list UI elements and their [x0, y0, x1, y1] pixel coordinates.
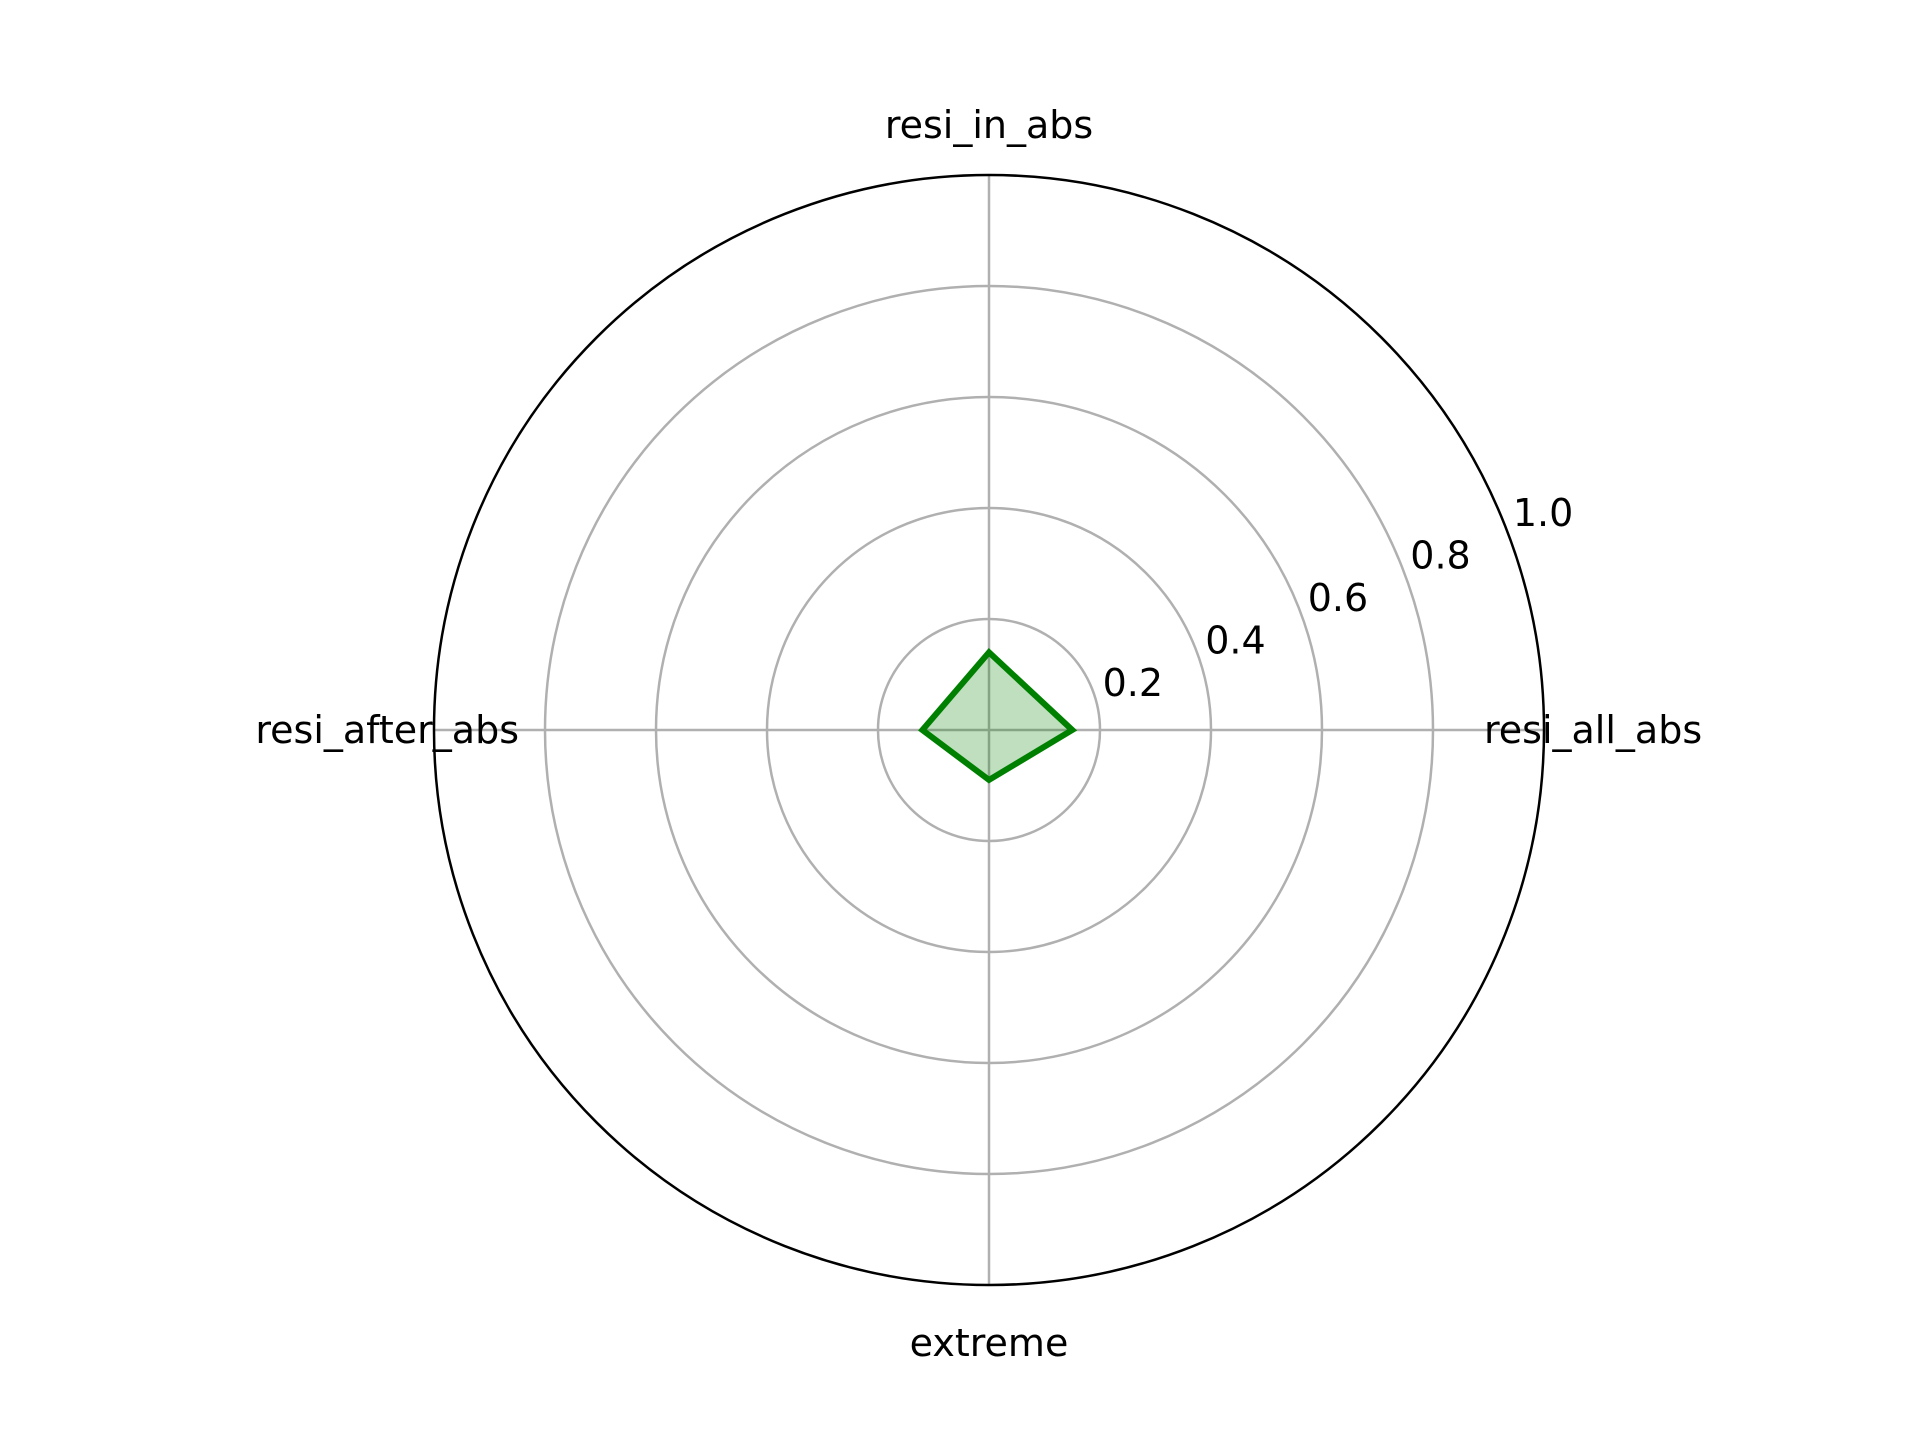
- category-label-resi_after_abs: resi_after_abs: [255, 708, 519, 752]
- category-label-extreme: extreme: [910, 1321, 1069, 1365]
- series-polygon-0: [922, 652, 1072, 780]
- data-layer: [922, 652, 1072, 780]
- radial-tick-label-1: 0.4: [1205, 618, 1265, 662]
- radial-tick-label-4: 1.0: [1513, 491, 1573, 535]
- radial-tick-label-0: 0.2: [1103, 661, 1163, 705]
- radial-tick-label-2: 0.6: [1308, 576, 1368, 620]
- category-label-resi_all_abs: resi_all_abs: [1484, 708, 1702, 752]
- radial-tick-label-3: 0.8: [1410, 533, 1470, 577]
- category-label-resi_in_abs: resi_in_abs: [885, 103, 1093, 147]
